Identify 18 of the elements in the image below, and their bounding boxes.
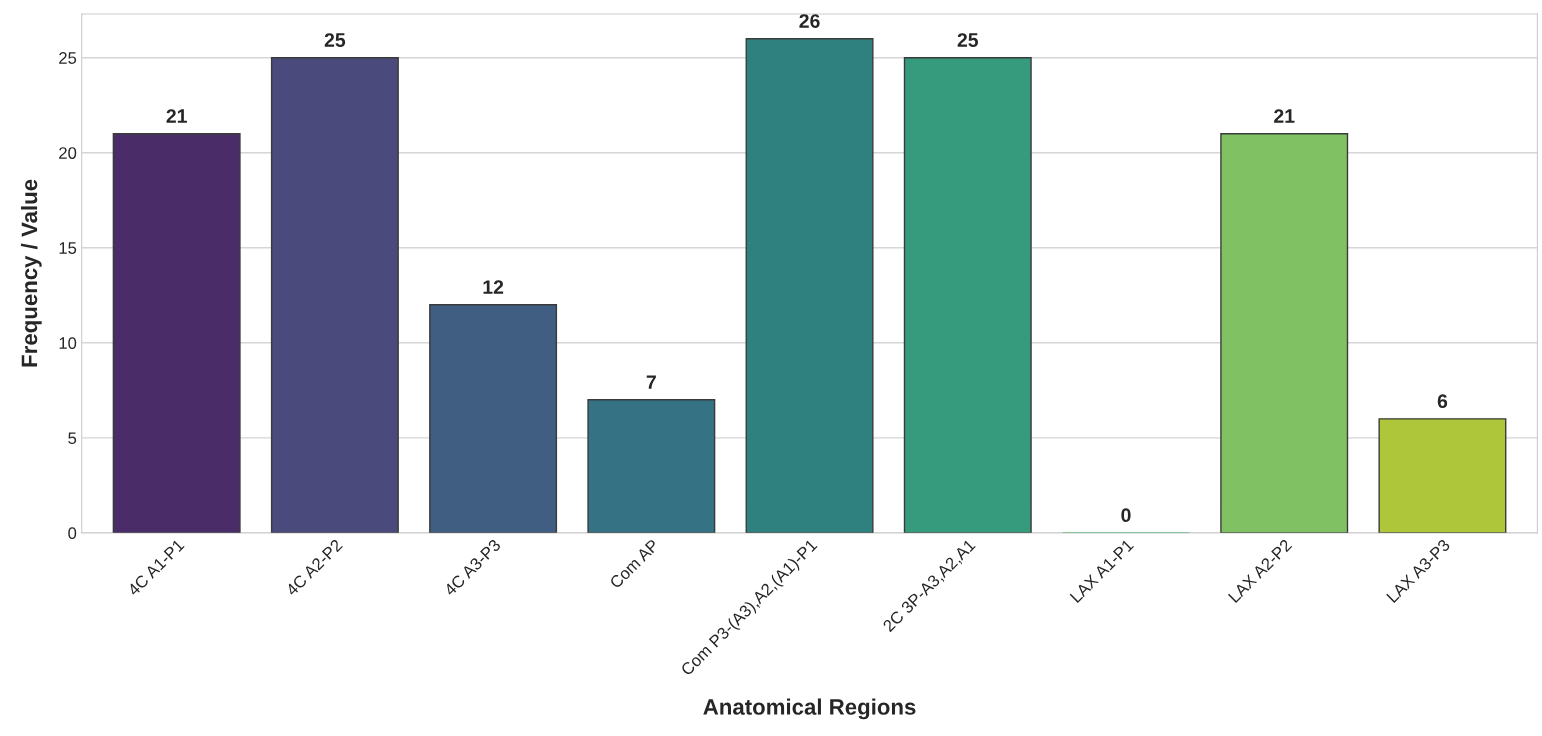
data-label: 12 (483, 280, 504, 294)
y-axis-title: Frequency / Value (20, 179, 42, 367)
x-axis-title: Anatomical Regions (703, 698, 916, 720)
data-label: 26 (799, 14, 820, 28)
data-label: 25 (957, 33, 979, 47)
data-label: 0 (1121, 508, 1131, 523)
data-label: 7 (646, 375, 656, 389)
y-tick-label: 0 (68, 527, 77, 540)
data-label: 25 (324, 33, 346, 47)
x-tick-label: Com AP (609, 538, 660, 590)
y-tick-label: 10 (59, 337, 77, 349)
y-tick-label: 20 (59, 147, 77, 159)
data-label: 21 (1274, 109, 1295, 123)
y-tick-label: 25 (59, 52, 77, 64)
data-label: 6 (1437, 394, 1448, 409)
y-tick-label: 15 (59, 242, 77, 254)
data-label: 21 (166, 109, 187, 123)
y-tick-label: 5 (68, 432, 77, 445)
